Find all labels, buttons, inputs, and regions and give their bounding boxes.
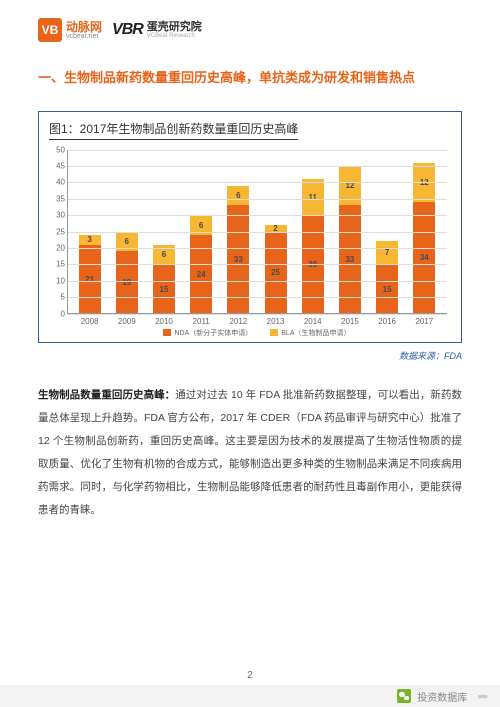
legend-swatch (270, 329, 278, 336)
y-tick-label: 25 (49, 227, 65, 236)
grid-line (67, 199, 447, 200)
bar-value-label: 33 (234, 255, 243, 264)
y-tick-label: 20 (49, 243, 65, 252)
bar-segment-nda: 25 (265, 232, 287, 314)
legend-label: NDA（新分子实体申请） (174, 328, 252, 338)
footer-label: 投资数据库 (417, 689, 467, 704)
body-lead: 生物制品数量重回历史高峰： (38, 389, 175, 401)
x-tick-label: 2009 (116, 317, 138, 326)
grid-line (67, 297, 447, 298)
bar-segment-bla: 7 (376, 241, 398, 264)
logo-vcbeat-badge: VB (38, 18, 62, 42)
footer-dots-icon: ••• (477, 688, 486, 704)
body-text: 通过对过去 10 年 FDA 批准新药数据整理，可以看出，新药数量总体呈现上升趋… (38, 389, 462, 516)
chart-source: 数据来源：FDA (38, 349, 462, 362)
chart-legend: NDA（新分子实体申请） BLA（生物制品申请） (67, 328, 447, 338)
grid-line (67, 264, 447, 265)
bar-group: 3 21 (79, 235, 101, 314)
footer-bar: 投资数据库 ••• (0, 685, 500, 707)
y-tick-label: 50 (49, 145, 65, 154)
bar-segment-bla: 6 (227, 186, 249, 206)
bar-group: 1234 (413, 163, 435, 314)
bar-value-label: 6 (162, 250, 166, 259)
grid-line (67, 166, 447, 167)
bar-segment-nda: 15 (376, 264, 398, 313)
legend-item: NDA（新分子实体申请） (163, 328, 252, 338)
chart-container: 图1：2017年生物制品创新药数量重回历史高峰 3 21 6 19 6 15 6 24 6 33 2… (38, 111, 462, 343)
chart-title: 图1：2017年生物制品创新药数量重回历史高峰 (49, 120, 298, 140)
x-tick-label: 2015 (339, 317, 361, 326)
bar-value-label: 15 (160, 285, 169, 294)
grid-line (67, 281, 447, 282)
bar-value-label: 7 (385, 248, 389, 257)
bar-group: 6 33 (227, 186, 249, 314)
y-tick-label: 45 (49, 161, 65, 170)
y-tick-label: 5 (49, 293, 65, 302)
bar-segment-nda: 21 (79, 245, 101, 314)
chart-x-labels: 2008 2009 2010 2011 2012 2013 2014 2015 2016 2017 (67, 317, 447, 326)
grid-line (67, 232, 447, 233)
x-tick-label: 2008 (79, 317, 101, 326)
grid-line (67, 248, 447, 249)
bar-group: 225 (265, 225, 287, 314)
bar-value-label: 11 (308, 193, 316, 202)
bar-value-label: 34 (420, 253, 429, 262)
grid-line (67, 314, 447, 315)
bar-segment-bla: 11 (302, 179, 324, 215)
bar-segment-bla: 3 (79, 235, 101, 245)
x-tick-label: 2011 (190, 317, 212, 326)
logo-vbr-sub: VCBeat Research (147, 33, 202, 39)
x-tick-label: 2012 (227, 317, 249, 326)
logo-vcbeat: VB 动脉网 vcbeat.net (38, 18, 102, 42)
y-tick-label: 0 (49, 309, 65, 318)
x-tick-label: 2016 (376, 317, 398, 326)
y-tick-label: 35 (49, 194, 65, 203)
bar-value-label: 24 (197, 270, 206, 279)
bar-value-label: 15 (383, 285, 392, 294)
logo-vbr-name: 蛋壳研究院 (147, 22, 202, 33)
bar-value-label: 19 (122, 278, 131, 287)
legend-swatch (163, 329, 171, 336)
y-tick-label: 10 (49, 276, 65, 285)
bar-value-label: 3 (87, 235, 91, 244)
legend-item: BLA（生物制品申请） (270, 328, 350, 338)
bar-segment-nda: 24 (190, 235, 212, 314)
grid-line (67, 182, 447, 183)
logo-vbr: VBR 蛋壳研究院 VCBeat Research (112, 21, 202, 39)
bar-segment-nda: 19 (116, 251, 138, 313)
y-tick-label: 40 (49, 178, 65, 187)
x-tick-label: 2017 (413, 317, 435, 326)
bar-group: 7 15 (376, 241, 398, 313)
x-tick-label: 2014 (302, 317, 324, 326)
logo-vcbeat-sub: vcbeat.net (66, 33, 102, 40)
grid-line (67, 150, 447, 151)
bar-group: 6 19 (116, 232, 138, 314)
y-tick-label: 30 (49, 211, 65, 220)
chart-plot: 321619615624633225113012337151234 051015… (67, 150, 447, 314)
bar-value-label: 6 (199, 221, 203, 230)
logo-vbr-badge: VBR (112, 21, 143, 39)
section-heading: 一、生物制品新药数量重回历史高峰，单抗类成为研发和销售热点 (38, 64, 462, 93)
y-tick-label: 15 (49, 260, 65, 269)
bar-value-label: 21 (85, 275, 94, 284)
page-number: 2 (0, 670, 500, 681)
logo-vcbeat-name: 动脉网 (66, 21, 102, 33)
body-paragraph: 生物制品数量重回历史高峰：通过对过去 10 年 FDA 批准新药数据整理，可以看… (38, 384, 462, 523)
bar-value-label: 25 (271, 268, 280, 277)
bar-group: 1233 (339, 166, 361, 314)
grid-line (67, 215, 447, 216)
bar-segment-nda: 15 (153, 264, 175, 313)
header-logos: VB 动脉网 vcbeat.net VBR 蛋壳研究院 VCBeat Resea… (38, 18, 462, 42)
bar-value-label: 33 (345, 255, 354, 264)
wechat-icon (397, 689, 411, 703)
x-tick-label: 2013 (265, 317, 287, 326)
legend-label: BLA（生物制品申请） (281, 328, 350, 338)
chart-area: 3 21 6 19 6 15 6 24 6 33 225 11 30 1233 7 15 1234 0 5 10 15… (49, 146, 451, 336)
bar-group: 6 15 (153, 245, 175, 314)
bar-value-label: 6 (125, 237, 129, 246)
x-tick-label: 2010 (153, 317, 175, 326)
